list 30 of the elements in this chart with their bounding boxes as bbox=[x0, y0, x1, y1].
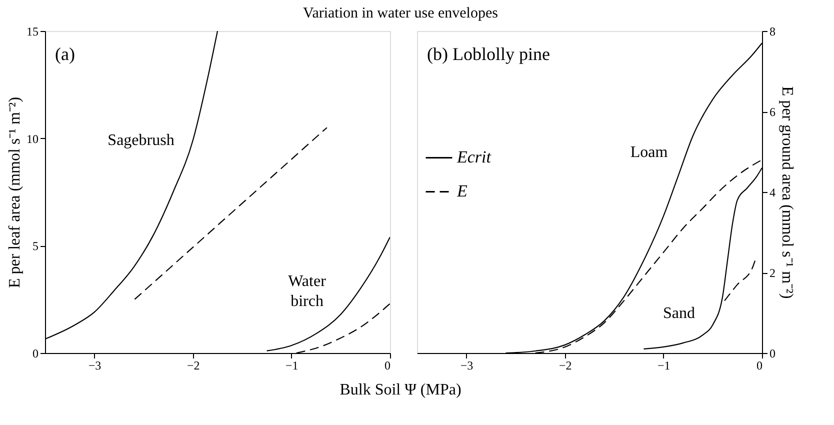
x-tick-label: −1 bbox=[658, 358, 670, 372]
x-tick-label: −2 bbox=[558, 358, 572, 372]
x-axis-title: Bulk Soil Ψ (MPa) bbox=[340, 382, 462, 398]
legend-label: E bbox=[456, 182, 468, 201]
annotation: Sand bbox=[663, 305, 695, 322]
annotation: (b) Loblolly pine bbox=[427, 44, 550, 64]
annotation: (a) bbox=[55, 44, 75, 64]
line-series bbox=[724, 260, 756, 302]
x-tick-label: −3 bbox=[88, 358, 102, 372]
x-tick-label: 0 bbox=[384, 358, 390, 372]
annotation: Sagebrush bbox=[108, 132, 174, 149]
x-tick-label: −1 bbox=[286, 358, 298, 372]
y2-axis-title: E per ground area (mmol s⁻¹ m⁻²) bbox=[778, 86, 796, 299]
y-tick-label: 0 bbox=[32, 346, 38, 360]
y-tick-label: 15 bbox=[26, 24, 38, 38]
annotation: Loam bbox=[630, 144, 668, 161]
y2-tick-label: 0 bbox=[770, 346, 776, 360]
chart-title: Variation in water use envelopes bbox=[303, 6, 498, 22]
y-tick-label: 10 bbox=[26, 132, 38, 146]
y2-tick-label: 6 bbox=[770, 105, 776, 119]
y2-tick-label: 4 bbox=[770, 186, 776, 200]
y2-tick-label: 8 bbox=[770, 24, 776, 38]
y-axis-title: E per leaf area (mmol s⁻¹ m⁻²) bbox=[6, 96, 24, 288]
x-tick-label: −2 bbox=[186, 358, 200, 372]
y2-tick-label: 2 bbox=[770, 266, 776, 280]
annotation: Water birch bbox=[288, 273, 327, 310]
legend-label: Ecrit bbox=[456, 148, 492, 167]
x-tick-label: −3 bbox=[460, 358, 474, 372]
y-tick-label: 5 bbox=[32, 239, 38, 254]
x-tick-label: 0 bbox=[756, 358, 762, 372]
